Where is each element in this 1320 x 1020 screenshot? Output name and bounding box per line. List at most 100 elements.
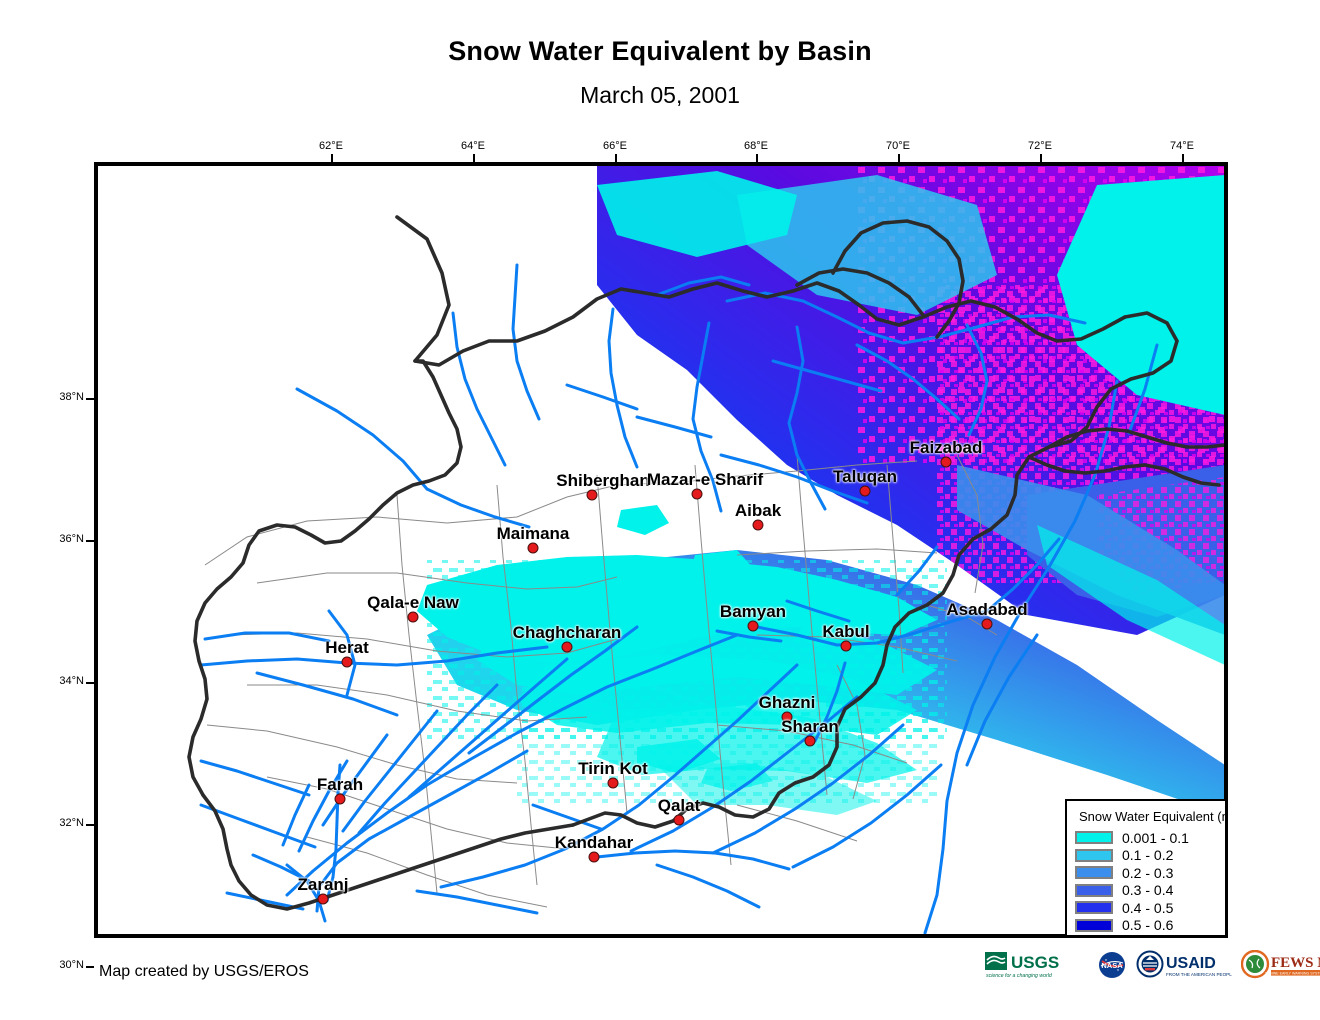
map-legend[interactable]: Snow Water Equivalent (meters) 0.001 - 0… [1065,799,1225,938]
svg-text:FEWS NET: FEWS NET [1271,955,1320,971]
usaid-logo-mark: USAID FROM THE AMERICAN PEOPLE [1136,950,1232,978]
city-marker[interactable] [859,485,871,497]
legend-label: 0.2 - 0.3 [1122,864,1174,881]
longitude-tick [756,154,758,162]
legend-swatch [1075,848,1113,862]
city-label: Shiberghan [556,471,650,490]
city-label: Mazar-e Sharif [646,470,764,489]
usgs-logo: USGS science for a changing world [984,950,1088,980]
city-label: Tirin Kot [578,759,648,778]
latitude-label: 30°N [59,959,84,971]
page-title: Snow Water Equivalent by Basin [448,36,872,66]
longitude-label: 74°E [1170,140,1194,152]
logo-strip: USGS science for a changing world NASA U… [984,950,1320,980]
legend-swatch [1075,901,1113,915]
map-canvas [97,165,1225,935]
legend-swatch [1075,918,1113,932]
legend-row[interactable]: 0.001 - 0.1 [1075,829,1225,847]
legend-row[interactable]: 0.6 - 0.7 [1075,934,1225,938]
city-marker[interactable] [317,893,329,905]
svg-text:FROM THE AMERICAN PEOPLE: FROM THE AMERICAN PEOPLE [1166,972,1232,977]
longitude-tick [1182,154,1184,162]
legend-swatch [1075,831,1113,845]
latitude-tick [86,682,94,684]
city-marker[interactable] [588,851,600,863]
longitude-tick [898,154,900,162]
latitude-tick [86,540,94,542]
latitude-label: 32°N [59,817,84,829]
longitude-label: 70°E [886,140,910,152]
map-credit: Map created by USGS/EROS [99,963,309,980]
city-marker[interactable] [561,641,573,653]
longitude-tick [331,154,333,162]
longitude-label: 68°E [744,140,768,152]
city-marker[interactable] [752,519,764,531]
legend-label: 0.5 - 0.6 [1122,917,1174,934]
city-marker[interactable] [607,777,619,789]
nasa-logo-mark: NASA [1099,952,1125,978]
city-label: Ghazni [758,693,816,712]
city-marker[interactable] [940,456,952,468]
city-label: Kandahar [554,833,634,852]
city-marker[interactable] [981,618,993,630]
page-subtitle: March 05, 2001 [580,82,740,108]
city-marker[interactable] [334,793,346,805]
city-marker[interactable] [586,489,598,501]
legend-label: 0.1 - 0.2 [1122,847,1174,864]
legend-swatch [1075,866,1113,880]
legend-row[interactable]: 0.2 - 0.3 [1075,864,1225,882]
longitude-label: 62°E [319,140,343,152]
legend-label: 0.3 - 0.4 [1122,882,1174,899]
city-label: Sharan [781,717,839,736]
latitude-label: 38°N [59,391,84,403]
map-frame[interactable]: Faizabad Taluqan Shiberghan Mazar-e Sharif A… [94,162,1228,938]
city-label: Chaghcharan [512,623,622,642]
city-label: Kabul [822,622,870,641]
city-marker[interactable] [691,488,703,500]
city-label: Asadabad [946,600,1028,619]
legend-row[interactable]: 0.5 - 0.6 [1075,917,1225,935]
nasa-logo: NASA [1097,950,1127,980]
city-marker[interactable] [747,620,759,632]
latitude-tick [86,966,94,968]
city-label: Aibak [734,501,782,520]
usaid-logo: USAID FROM THE AMERICAN PEOPLE [1136,950,1232,980]
city-marker[interactable] [407,611,419,623]
latitude-label: 34°N [59,675,84,687]
svg-text:FAMINE EARLY WARNING SYSTEMS N: FAMINE EARLY WARNING SYSTEMS NETWORK [1265,971,1320,975]
legend-row[interactable]: 0.3 - 0.4 [1075,882,1225,900]
city-label: Qala-e Naw [367,593,459,612]
fewsnet-logo-mark: FEWS NET FAMINE EARLY WARNING SYSTEMS NE… [1241,950,1320,979]
legend-swatch [1075,936,1113,938]
city-label: Faizabad [909,438,983,457]
longitude-label: 64°E [461,140,485,152]
longitude-tick [473,154,475,162]
legend-row[interactable]: 0.4 - 0.5 [1075,899,1225,917]
city-marker[interactable] [341,656,353,668]
city-marker[interactable] [673,814,685,826]
legend-row[interactable]: 0.1 - 0.2 [1075,847,1225,865]
city-label: Farah [316,775,364,794]
river-network [199,215,1159,935]
legend-label: 0.6 - 0.7 [1122,936,1173,938]
latitude-tick [86,398,94,400]
country-border [187,215,1225,911]
city-label: Qalat [657,796,701,815]
svg-text:science for a changing world: science for a changing world [986,973,1053,979]
city-label: Zaranj [297,875,349,894]
city-marker[interactable] [804,735,816,747]
longitude-tick [615,154,617,162]
latitude-tick [86,824,94,826]
city-marker[interactable] [781,711,793,723]
longitude-label: 66°E [603,140,627,152]
legend-label: 0.001 - 0.1 [1122,829,1189,846]
usgs-logo-mark: USGS science for a changing world [985,952,1059,979]
fewsnet-logo: FEWS NET FAMINE EARLY WARNING SYSTEMS NE… [1241,950,1320,980]
city-label: Taluqan [833,467,897,486]
svg-text:USGS: USGS [1011,953,1059,972]
legend-title: Snow Water Equivalent (meters) [1079,809,1225,824]
latitude-label: 36°N [59,533,84,545]
city-marker[interactable] [527,542,539,554]
city-marker[interactable] [840,640,852,652]
city-label: Bamyan [719,602,787,621]
